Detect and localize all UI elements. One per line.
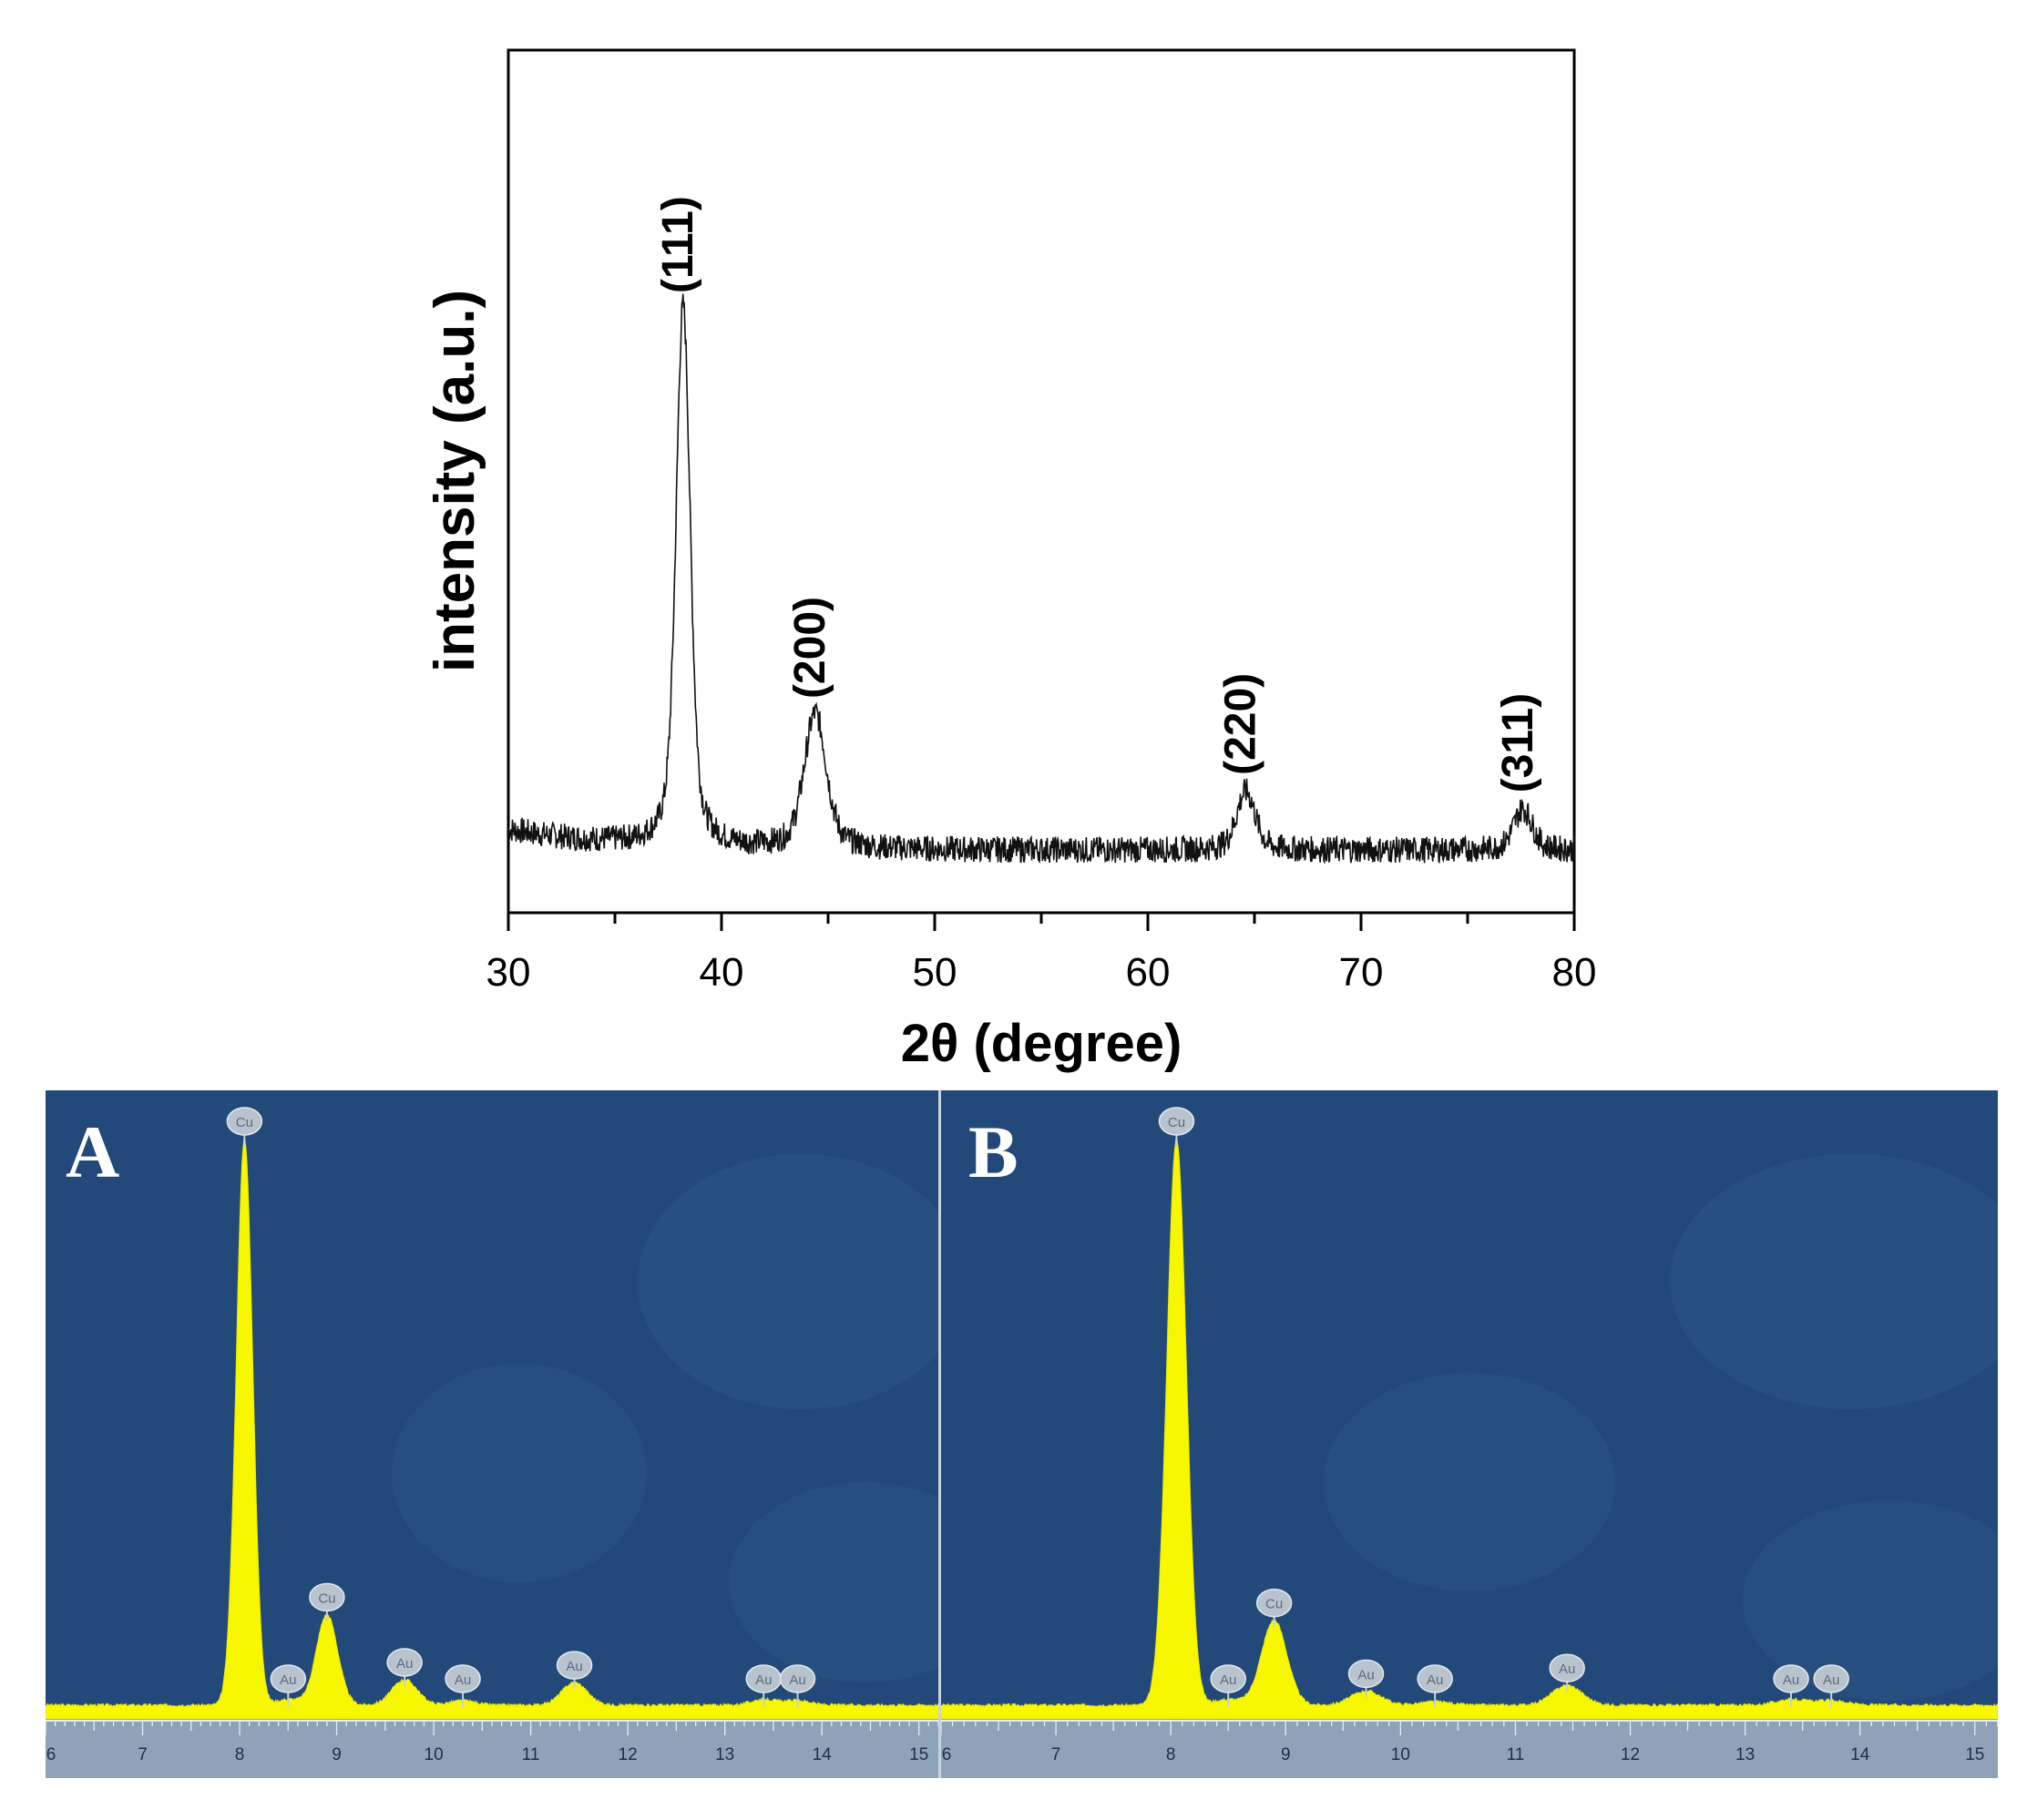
peak-element-label: Au — [566, 1659, 582, 1674]
panel-divider — [938, 1090, 941, 1778]
peak-element-label: Au — [1220, 1672, 1236, 1688]
eds-spectrum-fill — [46, 1138, 938, 1722]
peak-label-bubble — [226, 1107, 263, 1136]
x-tick-label: 30 — [486, 950, 531, 995]
x-axis-ticks: 30 40 50 60 70 80 — [486, 913, 1597, 995]
peak-label-bubble — [445, 1664, 481, 1693]
x-axis-label: 2θ (degree) — [901, 1014, 1182, 1073]
peak-label-bubble — [1549, 1653, 1585, 1682]
background-blob — [729, 1482, 938, 1682]
peak-element-labels: Cu Au Cu Au Au Au Au Au — [1158, 1107, 1849, 1709]
ruler-label: 9 — [1281, 1745, 1291, 1764]
peak-label-bubble — [779, 1664, 816, 1693]
background-blob — [392, 1364, 647, 1582]
peak-element-label: Au — [396, 1656, 413, 1672]
peak-label-bubble — [1347, 1659, 1385, 1689]
eds-spectrum-a: Cu Au Cu Au Au Au Au Au 6 7 8 9 10 11 12 13 14 15 A — [46, 1090, 938, 1778]
peak-label: (111) — [654, 196, 702, 293]
peak-labels: (111) (200) (220) (311) — [654, 196, 1542, 792]
peak-label-bubble — [1210, 1664, 1246, 1693]
peak-label-bubble — [1417, 1664, 1453, 1693]
peak-label-bubble — [270, 1664, 307, 1693]
ruler-label: 14 — [813, 1745, 833, 1764]
background-blob — [1743, 1500, 1998, 1701]
x-tick-label: 40 — [700, 950, 744, 995]
eds-spectrum-b: Cu Au Cu Au Au Au Au Au 6 7 8 9 10 11 12 13 14 15 B — [941, 1090, 1998, 1778]
peak-element-label: Au — [789, 1672, 805, 1688]
y-axis-label: intensity (a.u.) — [424, 290, 486, 672]
background-blob — [638, 1154, 938, 1409]
eds-ruler — [941, 1719, 1998, 1778]
ruler-label: 12 — [619, 1745, 638, 1764]
peak-label-bubble — [1773, 1664, 1809, 1693]
peak-element-label: Au — [455, 1672, 471, 1688]
ruler-label: 11 — [522, 1745, 540, 1764]
peak-label-bubble — [556, 1651, 593, 1680]
x-tick-label: 50 — [913, 950, 957, 995]
peak-element-label: Au — [1823, 1672, 1839, 1688]
ruler-label: 10 — [1391, 1745, 1410, 1764]
peak-label-bubble — [1813, 1664, 1849, 1693]
peak-label: (311) — [1494, 693, 1542, 792]
peak-element-label: Au — [1559, 1662, 1575, 1677]
peak-element-label: Au — [755, 1672, 772, 1688]
plot-frame — [507, 48, 1576, 915]
ruler-label: 12 — [1621, 1745, 1640, 1764]
panel-label-a: A — [66, 1110, 119, 1193]
ruler-ticks: 6 7 8 9 10 11 12 13 14 15 — [46, 1720, 938, 1764]
xrd-trace — [507, 293, 1575, 864]
ruler-label: 11 — [1507, 1745, 1525, 1764]
ruler-label: 13 — [1735, 1745, 1755, 1764]
ruler-label: 15 — [1965, 1745, 1984, 1764]
ruler-label: 13 — [715, 1745, 734, 1764]
peak-label: (220) — [1217, 673, 1265, 775]
ruler-label: 7 — [1051, 1745, 1061, 1764]
peak-element-label: Cu — [236, 1115, 253, 1130]
ruler-label: 10 — [425, 1745, 444, 1764]
ruler-label: 7 — [138, 1745, 148, 1764]
ruler-ticks: 6 7 8 9 10 11 12 13 14 15 — [941, 1720, 1998, 1764]
panel-label-b: B — [968, 1110, 1019, 1193]
peak-element-labels: Cu Au Cu Au Au Au Au Au — [226, 1107, 816, 1708]
peak-element-label: Au — [1357, 1667, 1374, 1682]
background-blob — [1324, 1373, 1615, 1591]
peak-element-label: Au — [1783, 1672, 1799, 1688]
peak-label-bubble — [309, 1582, 345, 1612]
x-tick-label: 60 — [1126, 950, 1171, 995]
peak-label-bubble — [1255, 1588, 1293, 1618]
peak-element-label: Cu — [318, 1590, 335, 1606]
peak-label-bubble — [386, 1648, 423, 1677]
eds-ruler — [46, 1719, 938, 1778]
ruler-label: 8 — [1166, 1745, 1176, 1764]
ruler-label: 15 — [909, 1745, 928, 1764]
peak-element-label: Cu — [1168, 1115, 1185, 1130]
ruler-label: 8 — [235, 1745, 245, 1764]
x-tick-label: 80 — [1552, 950, 1597, 995]
ruler-label: 6 — [46, 1745, 56, 1764]
peak-element-label: Au — [1427, 1672, 1443, 1688]
ruler-label: 6 — [942, 1745, 952, 1764]
peak-element-label: Cu — [1265, 1597, 1283, 1612]
eds-spectrum-fill — [941, 1138, 1998, 1722]
peak-label-bubble — [1158, 1107, 1195, 1136]
ruler-label: 9 — [332, 1745, 342, 1764]
xrd-chart: 30 40 50 60 70 80 (111) (200) (220) (311) 2θ (de… — [424, 48, 1597, 1073]
ruler-label: 14 — [1850, 1745, 1870, 1764]
peak-label: (200) — [786, 597, 834, 699]
peak-element-label: Au — [280, 1672, 296, 1688]
background-blob — [1670, 1154, 1998, 1409]
x-tick-label: 70 — [1339, 950, 1384, 995]
